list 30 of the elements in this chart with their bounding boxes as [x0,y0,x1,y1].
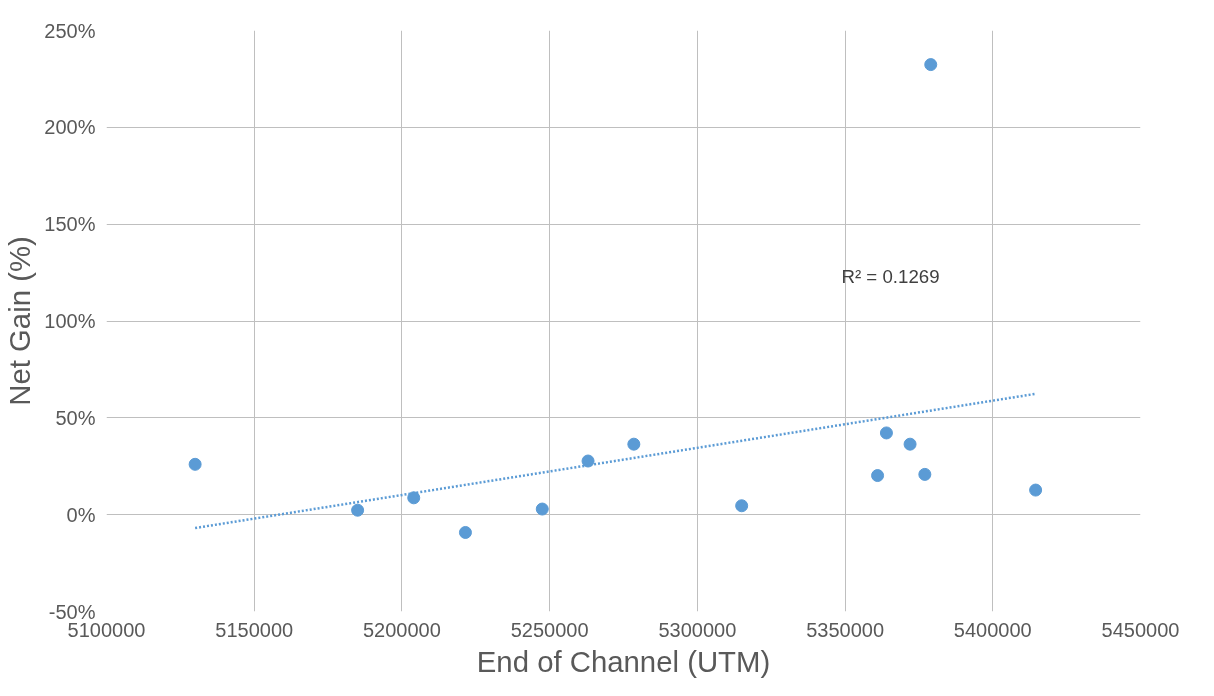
point [407,491,421,505]
point [581,454,595,468]
point [351,503,365,517]
x-tick-label: 5350000 [806,618,885,641]
y-tick-label: 100% [44,310,96,332]
x-tick-label: 5400000 [953,618,1032,641]
point [879,426,893,440]
y-axis-title: Net Gain (%) [3,236,37,406]
y-tick-label: 200% [44,116,96,139]
x-tick-label: 5150000 [215,618,294,641]
y-tick-label: 250% [44,19,96,42]
point [1029,483,1043,497]
x-tick-label: 5300000 [658,618,737,641]
point [924,58,938,72]
x-tick-label: 5200000 [363,618,441,641]
annotation: R² = 0.1269 [841,265,940,287]
point [535,502,549,516]
point [918,467,932,481]
y-tick-label: 0% [66,503,96,526]
point [188,457,202,471]
point [903,437,917,451]
x-axis-title: End of Channel (UTM) [476,644,771,678]
point [627,437,641,451]
y-tick-label: 150% [44,213,96,236]
point [458,526,472,539]
point [735,499,749,513]
x-tick-label: 5250000 [510,618,589,641]
point [871,469,885,483]
y-tick-label: 50% [55,406,96,429]
x-tick-label: 5450000 [1101,618,1180,641]
